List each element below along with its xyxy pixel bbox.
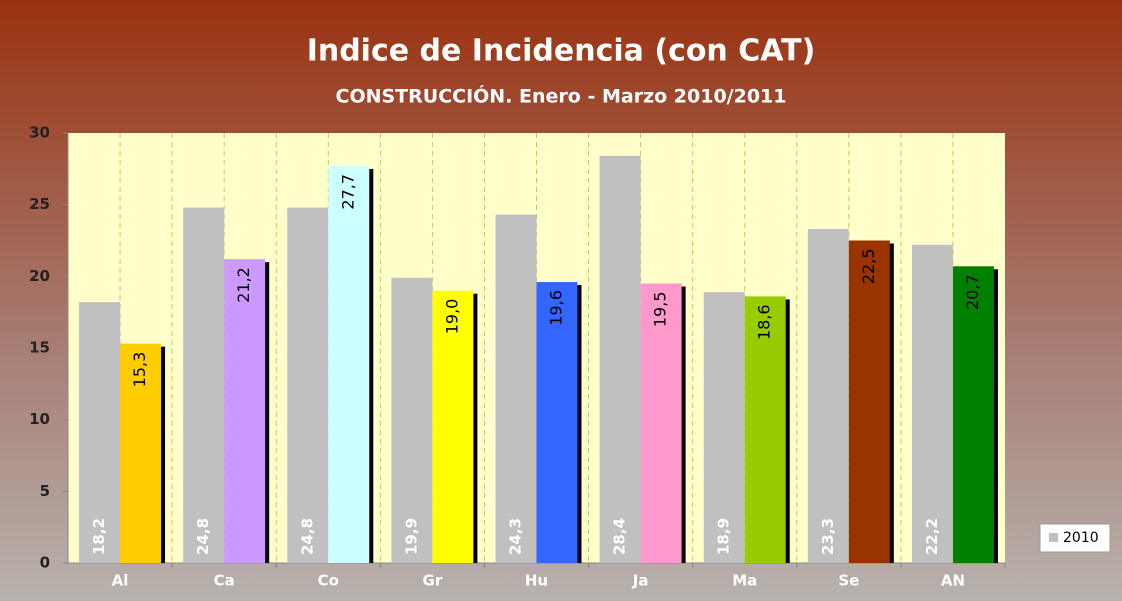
- value-label: 24,8: [194, 518, 212, 555]
- value-label: 22,2: [923, 518, 941, 555]
- value-label: 15,3: [130, 352, 149, 388]
- bar: [703, 292, 745, 563]
- y-tick-label: 20: [29, 267, 50, 285]
- value-label: 18,2: [90, 518, 108, 555]
- bar: [640, 283, 682, 563]
- bar: [432, 290, 474, 563]
- bar: [911, 244, 953, 564]
- value-label: 23,3: [819, 518, 837, 555]
- value-label: 18,9: [715, 518, 733, 555]
- bar: [328, 165, 370, 563]
- bar: [120, 343, 162, 563]
- x-tick-label: Co: [318, 572, 339, 590]
- x-tick-label: AN: [941, 572, 965, 590]
- value-label: 22,5: [859, 249, 878, 285]
- value-label: 27,7: [338, 174, 357, 210]
- y-tick-label: 30: [29, 124, 50, 142]
- legend-swatch: [1049, 533, 1058, 542]
- x-tick-label: Ja: [632, 572, 649, 590]
- value-label: 19,6: [547, 290, 566, 326]
- bar: [391, 277, 433, 563]
- bar: [599, 155, 641, 563]
- bar: [224, 259, 266, 563]
- bar: [536, 282, 578, 563]
- bar: [79, 302, 121, 563]
- bar: [287, 207, 329, 564]
- bar: [183, 207, 225, 564]
- x-tick-label: Hu: [525, 572, 548, 590]
- bar: [807, 229, 849, 564]
- value-label: 20,7: [963, 274, 982, 310]
- y-tick-label: 15: [29, 339, 50, 357]
- value-label: 24,8: [298, 518, 316, 555]
- x-tick-label: Ca: [214, 572, 235, 590]
- bar: [744, 296, 786, 563]
- value-label: 19,5: [651, 292, 670, 328]
- x-tick-label: Al: [112, 572, 129, 590]
- bar: [952, 266, 994, 563]
- value-label: 18,6: [755, 304, 774, 340]
- bar: [495, 214, 537, 563]
- y-tick-label: 10: [29, 410, 50, 428]
- legend-label: 2010: [1063, 530, 1099, 546]
- value-label: 19,9: [402, 518, 420, 555]
- chart-subtitle: CONSTRUCCIÓN. Enero - Marzo 2010/2011: [336, 84, 787, 108]
- bar: [848, 240, 890, 563]
- x-tick-label: Gr: [423, 572, 443, 590]
- value-label: 19,0: [442, 299, 461, 335]
- value-label: 28,4: [611, 518, 629, 555]
- value-label: 21,2: [234, 267, 253, 303]
- value-label: 24,3: [507, 518, 525, 555]
- y-tick-label: 0: [40, 554, 50, 572]
- x-tick-label: Ma: [732, 572, 757, 590]
- x-tick-label: Se: [838, 572, 859, 590]
- chart-title: Indice de Incidencia (con CAT): [307, 34, 816, 69]
- y-tick-label: 25: [29, 195, 50, 213]
- y-tick-label: 5: [40, 482, 50, 500]
